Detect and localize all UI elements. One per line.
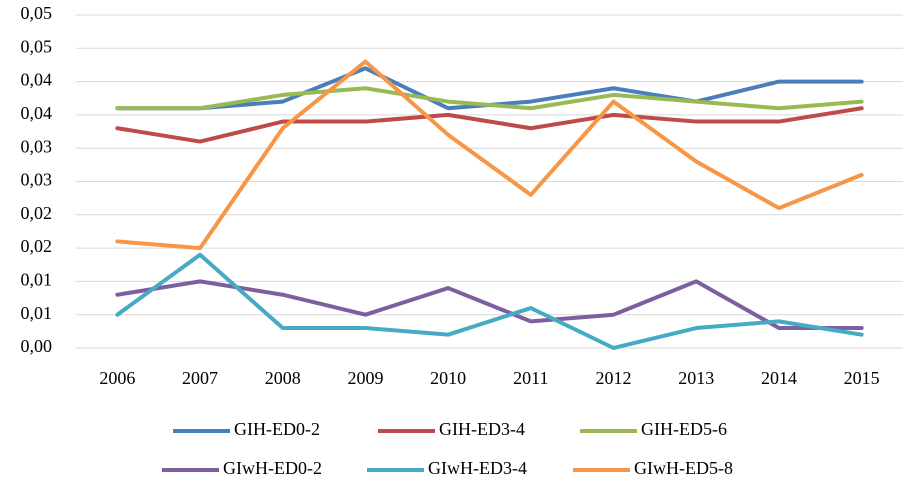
y-tick-label: 0,04 [21, 70, 53, 90]
series-line [115, 59, 864, 251]
x-tick-label: 2010 [430, 368, 466, 388]
y-tick-label: 0,00 [21, 336, 53, 356]
y-tick-label: 0,02 [21, 236, 53, 256]
series-line [115, 279, 864, 331]
legend-label: GIH-ED5-6 [641, 419, 727, 439]
legend-label: GIwH-ED3-4 [428, 458, 527, 478]
y-tick-label: 0,03 [21, 136, 53, 156]
y-tick-label: 0,02 [21, 203, 53, 223]
y-tick-label: 0,01 [21, 303, 53, 323]
y-tick-label: 0,01 [21, 270, 53, 290]
y-tick-label: 0,03 [21, 170, 53, 190]
series-line [115, 106, 864, 144]
y-tick-label: 0,05 [21, 36, 53, 56]
x-tick-label: 2014 [761, 368, 797, 388]
series-line [115, 252, 864, 350]
x-tick-label: 2011 [513, 368, 548, 388]
series-line [115, 86, 864, 111]
x-tick-label: 2013 [678, 368, 714, 388]
x-tick-label: 2009 [347, 368, 383, 388]
y-tick-label: 0,04 [21, 103, 53, 123]
x-tick-label: 2007 [182, 368, 218, 388]
x-tick-label: 2012 [596, 368, 632, 388]
x-tick-label: 2008 [265, 368, 301, 388]
x-tick-label: 2006 [99, 368, 135, 388]
legend-label: GIwH-ED5-8 [634, 458, 733, 478]
y-tick-label: 0,05 [21, 3, 53, 23]
x-tick-label: 2015 [844, 368, 880, 388]
legend-label: GIH-ED0-2 [234, 419, 320, 439]
legend-label: GIwH-ED0-2 [223, 458, 322, 478]
legend-label: GIH-ED3-4 [439, 419, 525, 439]
